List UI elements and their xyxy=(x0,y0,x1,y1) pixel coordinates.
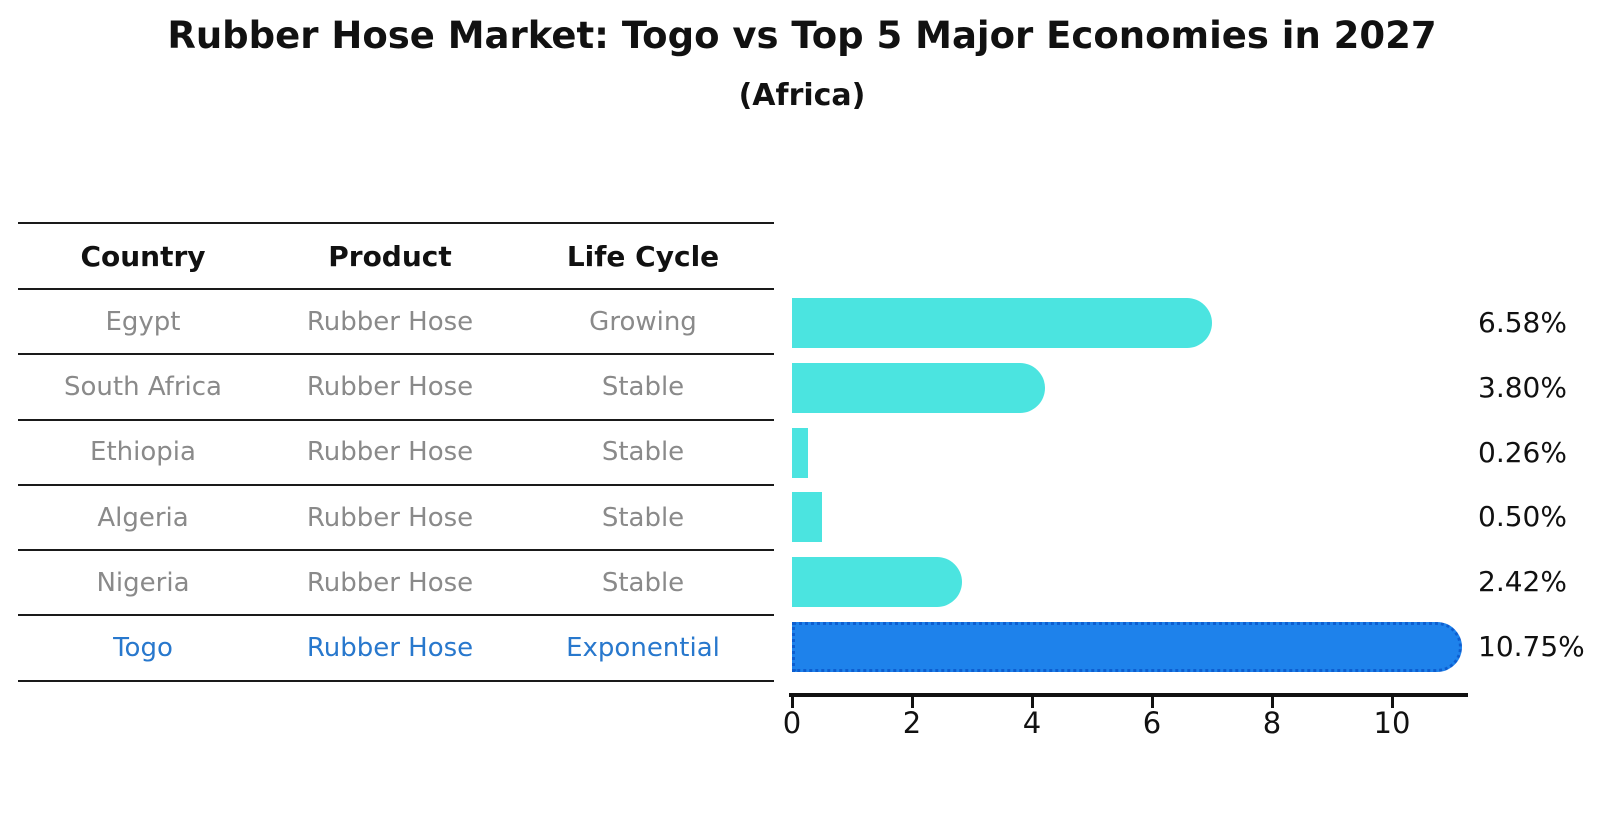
table-cell-product: Rubber Hose xyxy=(306,437,474,468)
bar-algeria xyxy=(792,492,822,543)
table-row: Nigeria Rubber Hose Stable xyxy=(18,549,774,614)
table-header-cell: Country xyxy=(80,239,206,273)
table-cell-country: Algeria xyxy=(97,502,189,533)
x-tick-label: 4 xyxy=(1022,706,1042,740)
table-cell-product: Rubber Hose xyxy=(306,306,474,337)
bar-togo xyxy=(792,621,1462,672)
table-row: Egypt Rubber Hose Growing xyxy=(18,288,774,353)
table-cell-product: Rubber Hose xyxy=(306,502,474,533)
table-cell-country: Nigeria xyxy=(96,567,190,598)
table-cell-life-cycle: Exponential xyxy=(566,633,720,664)
table-cell-life-cycle: Stable xyxy=(601,567,685,598)
x-tick-mark xyxy=(1270,697,1274,708)
table-header-cell: Product xyxy=(328,239,452,273)
bar-nigeria xyxy=(792,556,963,607)
table-cell-life-cycle: Growing xyxy=(589,306,697,337)
chart-subtitle: (Africa) xyxy=(738,78,866,113)
x-tick-label: 2 xyxy=(902,706,922,740)
table-row: Ethiopia Rubber Hose Stable xyxy=(18,418,774,484)
bar-value-label: 3.80% xyxy=(1478,370,1567,404)
table-cell-life-cycle: Stable xyxy=(601,502,685,533)
table-cell-product: Rubber Hose xyxy=(306,567,474,598)
table-bottom-border xyxy=(18,679,774,682)
table-body: Egypt Rubber Hose Growing South Africa Rubbe… xyxy=(18,288,774,680)
x-tick-label: 6 xyxy=(1142,706,1162,740)
x-tick-mark xyxy=(910,697,914,708)
table-cell-country: Ethiopia xyxy=(90,437,196,468)
table-row: Togo Rubber Hose Exponential xyxy=(18,614,774,679)
table-cell-product: Rubber Hose xyxy=(306,371,474,402)
bar-south-africa xyxy=(792,362,1045,413)
table-cell-country: Togo xyxy=(113,633,173,664)
table-row: Algeria Rubber Hose Stable xyxy=(18,483,774,549)
x-tick-mark xyxy=(790,697,794,708)
table-cell-life-cycle: Stable xyxy=(601,371,685,402)
table-cell-product: Rubber Hose xyxy=(306,633,474,664)
chart-title: Rubber Hose Market: Togo vs Top 5 Major … xyxy=(167,14,1437,57)
table-cell-life-cycle: Stable xyxy=(601,437,685,468)
x-axis-line xyxy=(789,693,1468,697)
table-header-cell: Life Cycle xyxy=(566,239,720,273)
bar-value-label: 6.58% xyxy=(1478,306,1567,340)
table-cell-country: South Africa xyxy=(64,371,222,402)
x-tick-mark xyxy=(1030,697,1034,708)
x-tick-label: 10 xyxy=(1373,706,1411,740)
bar-egypt xyxy=(792,298,1212,349)
bar-ethiopia xyxy=(792,427,808,478)
bar-value-label: 2.42% xyxy=(1478,564,1567,598)
x-tick-label: 0 xyxy=(782,706,802,740)
x-tick-mark xyxy=(1390,697,1394,708)
bar-value-label: 10.75% xyxy=(1478,629,1585,663)
country-table: Country Product Life Cycle Egypt Rubber Hos… xyxy=(18,222,774,682)
table-row: South Africa Rubber Hose Stable xyxy=(18,353,774,418)
x-tick-mark xyxy=(1150,697,1154,708)
table-header-row: Country Product Life Cycle xyxy=(18,222,774,288)
x-tick-label: 8 xyxy=(1262,706,1282,740)
table-cell-country: Egypt xyxy=(105,306,181,337)
bar-value-label: 0.26% xyxy=(1478,435,1567,469)
bar-value-label: 0.50% xyxy=(1478,500,1567,534)
